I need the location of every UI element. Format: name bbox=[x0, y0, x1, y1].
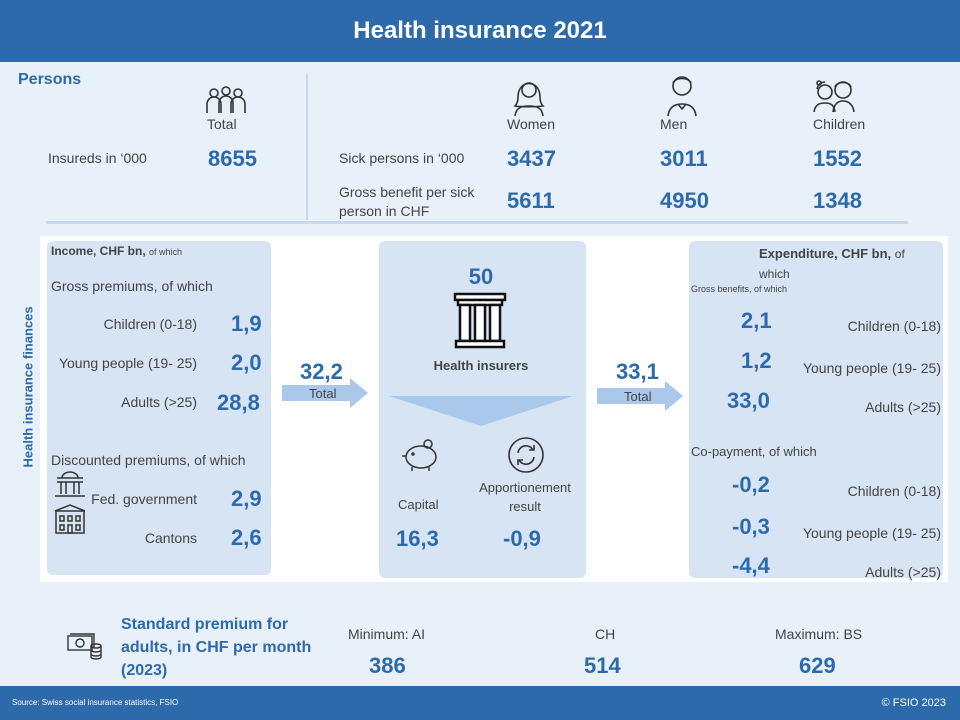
cycle-arrows-icon bbox=[507, 436, 545, 474]
exp-adults-label: Adults (>25) bbox=[865, 399, 941, 415]
income-young-value: 2,0 bbox=[231, 350, 262, 375]
health-insurers-label: Health insurers bbox=[433, 358, 529, 373]
columns-building-icon bbox=[453, 292, 507, 350]
copay-young-label: Young people (19- 25) bbox=[802, 525, 941, 541]
insureds-value: 8655 bbox=[208, 146, 257, 171]
insureds-label: Insureds in ‘000 bbox=[48, 150, 147, 166]
exp-young-label: Young people (19- 25) bbox=[802, 360, 941, 376]
income-title-suffix: of which bbox=[149, 247, 183, 257]
sick-men-value: 3011 bbox=[660, 146, 708, 171]
apportionment-value: -0,9 bbox=[503, 526, 541, 551]
insurers-split-arrow bbox=[389, 396, 573, 431]
copay-children-label: Children (0-18) bbox=[847, 483, 941, 499]
gross-benefit-label-line1: Gross benefit per sick bbox=[339, 184, 475, 200]
page-title: Health insurance 2021 bbox=[353, 17, 607, 44]
cantons-value: 2,6 bbox=[231, 525, 262, 550]
page-footer: Source: Swiss social insurance statistic… bbox=[0, 686, 960, 720]
gross-benefit-label-line2: person in CHF bbox=[339, 203, 430, 219]
discounted-premiums-label: Discounted premiums, of which bbox=[51, 452, 246, 468]
premium-min-value: 386 bbox=[369, 653, 406, 678]
copay-adults-label: Adults (>25) bbox=[865, 564, 941, 580]
apportionment-label-line2: result bbox=[509, 499, 541, 514]
income-title: Income, CHF bn, of which bbox=[51, 244, 182, 258]
piggy-bank-icon bbox=[401, 436, 441, 472]
premium-ch-value: 514 bbox=[584, 653, 621, 678]
copay-young-value: -0,3 bbox=[732, 514, 770, 539]
co-payment-label: Co-payment, of which bbox=[691, 444, 817, 459]
family-icon bbox=[204, 86, 248, 114]
sick-children-value: 1552 bbox=[813, 146, 862, 171]
standard-premium-title: Standard premium for adults, in CHF per … bbox=[121, 613, 311, 682]
standard-premium-title-line3: (2023) bbox=[121, 662, 168, 679]
capital-label: Capital bbox=[398, 497, 439, 512]
women-column-label: Women bbox=[507, 116, 555, 132]
income-title-text: Income, CHF bn, bbox=[51, 244, 146, 258]
finances-side-label-wrap: Health insurance finances bbox=[18, 300, 38, 480]
woman-icon bbox=[512, 73, 546, 117]
page-header: Health insurance 2021 bbox=[0, 0, 960, 62]
income-total-arrow bbox=[282, 378, 370, 413]
income-young-label: Young people (19- 25) bbox=[58, 355, 197, 371]
persons-bottom-rule bbox=[46, 221, 908, 224]
gross-benefits-label: Gross benefits, of which bbox=[691, 284, 788, 294]
expenditure-total-value: 33,1 bbox=[616, 359, 659, 384]
expenditure-title: Expenditure, CHF bn, of which bbox=[759, 244, 929, 284]
men-column-label: Men bbox=[660, 116, 688, 132]
children-icon bbox=[812, 77, 856, 113]
expenditure-title-suffix2: which bbox=[759, 267, 790, 281]
exp-young-value: 1,2 bbox=[741, 348, 772, 373]
copay-children-value: -0,2 bbox=[732, 472, 770, 497]
finances-side-label: Health insurance finances bbox=[20, 306, 36, 468]
premium-ch-label: CH bbox=[595, 626, 616, 642]
sick-persons-label: Sick persons in ‘000 bbox=[339, 150, 465, 166]
cantons-label: Cantons bbox=[144, 530, 197, 546]
income-adults-label: Adults (>25) bbox=[121, 394, 197, 410]
benefit-children-value: 1348 bbox=[813, 188, 862, 213]
man-icon bbox=[666, 73, 698, 117]
standard-premium-title-line1: Standard premium for bbox=[121, 616, 289, 633]
expenditure-total-label: Total bbox=[624, 389, 652, 404]
copyright: © FSIO 2023 bbox=[881, 697, 946, 709]
gross-benefit-label: Gross benefit per sick person in CHF bbox=[339, 183, 474, 221]
premium-min-label: Minimum: AI bbox=[348, 626, 426, 642]
benefit-men-value: 4950 bbox=[660, 188, 709, 213]
expenditure-total-arrow bbox=[597, 381, 685, 416]
persons-divider bbox=[306, 74, 308, 220]
source-note: Source: Swiss social insurance statistic… bbox=[12, 698, 179, 707]
fed-government-label: Fed. government bbox=[91, 491, 197, 507]
exp-children-value: 2,1 bbox=[741, 308, 772, 333]
sick-women-value: 3437 bbox=[507, 146, 556, 171]
expenditure-title-text: Expenditure, CHF bn, bbox=[759, 246, 892, 261]
income-adults-value: 28,8 bbox=[217, 390, 260, 415]
copay-adults-value: -4,4 bbox=[732, 553, 770, 578]
children-column-label: Children bbox=[813, 116, 866, 132]
gross-premiums-label: Gross premiums, of which bbox=[51, 278, 213, 294]
apportionment-label: Apportionement result bbox=[472, 478, 578, 516]
canton-building-icon bbox=[53, 503, 87, 535]
insurers-count: 50 bbox=[468, 264, 494, 289]
total-column-label: Total bbox=[207, 116, 237, 132]
fed-government-value: 2,9 bbox=[231, 486, 262, 511]
premium-max-value: 629 bbox=[799, 653, 836, 678]
capital-value: 16,3 bbox=[396, 526, 439, 551]
exp-children-label: Children (0-18) bbox=[847, 318, 941, 334]
standard-premium-title-line2: adults, in CHF per month bbox=[121, 639, 312, 656]
income-total-label: Total bbox=[309, 386, 337, 401]
income-children-label: Children (0-18) bbox=[103, 316, 197, 332]
premium-max-label: Maximum: BS bbox=[775, 626, 863, 642]
income-children-value: 1,9 bbox=[231, 311, 262, 336]
expenditure-panel bbox=[689, 241, 943, 578]
money-icon bbox=[67, 626, 103, 660]
benefit-women-value: 5611 bbox=[507, 188, 555, 213]
expenditure-title-suffix1: of bbox=[894, 247, 905, 261]
federal-building-icon bbox=[53, 468, 87, 498]
income-total-value: 32,2 bbox=[300, 359, 343, 384]
apportionment-label-line1: Apportionement bbox=[479, 480, 571, 495]
exp-adults-value: 33,0 bbox=[727, 388, 770, 413]
persons-title: Persons bbox=[18, 71, 82, 88]
